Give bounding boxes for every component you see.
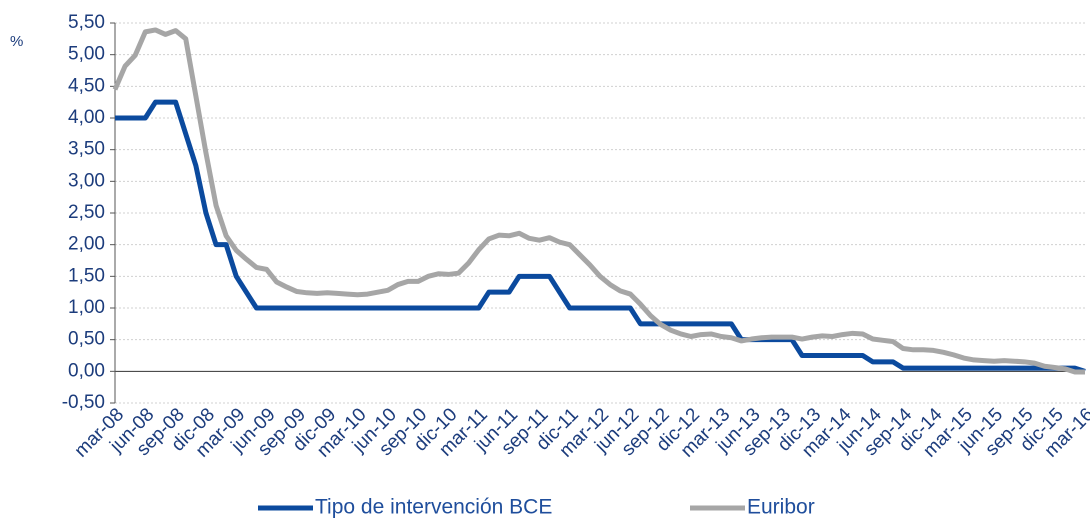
line-series bbox=[115, 99, 1086, 374]
y-tick-label: 0,00 bbox=[68, 360, 105, 381]
y-tick-label: 2,00 bbox=[68, 234, 105, 255]
y-unit: % bbox=[10, 33, 23, 50]
y-tick-label: -0,50 bbox=[62, 392, 105, 413]
legend-label: Euribor bbox=[747, 496, 815, 519]
y-tick-label: 5,50 bbox=[68, 12, 105, 33]
line-series bbox=[112, 27, 1085, 375]
y-tick-label: 4,50 bbox=[68, 75, 105, 96]
y-tick-label: 1,50 bbox=[68, 265, 105, 286]
y-tick-label: 2,50 bbox=[68, 202, 105, 223]
y-tick-label: 0,50 bbox=[68, 329, 105, 350]
legend-label: Tipo de intervención BCE bbox=[315, 496, 552, 519]
y-tick-label: 5,00 bbox=[68, 44, 105, 65]
y-tick-label: 3,50 bbox=[68, 139, 105, 160]
y-tick-label: 1,00 bbox=[68, 297, 105, 318]
y-tick-label: 4,00 bbox=[68, 107, 105, 128]
y-tick-label: 3,00 bbox=[68, 170, 105, 191]
